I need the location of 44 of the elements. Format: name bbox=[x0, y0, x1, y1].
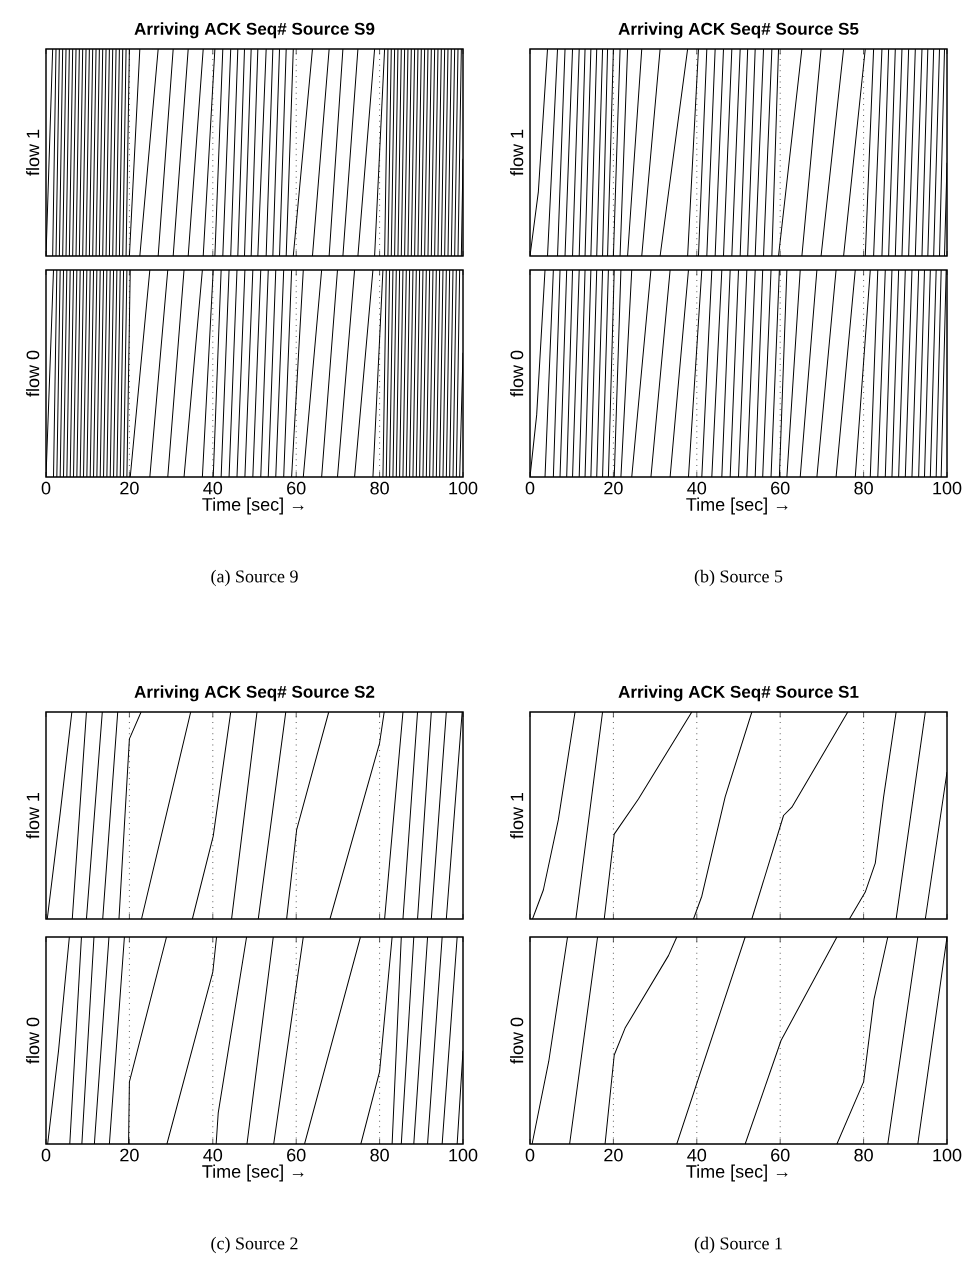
chart-title: Arriving ACK Seq# Source S2 bbox=[134, 685, 375, 702]
x-tick-label: 20 bbox=[120, 481, 139, 495]
x-tick-label: 40 bbox=[203, 1148, 223, 1162]
y-axis-title: flow 1 bbox=[26, 129, 40, 176]
x-tick-label: 80 bbox=[370, 481, 389, 495]
x-tick-label: 0 bbox=[41, 1148, 51, 1162]
chart-title: Arriving ACK Seq# Source S1 bbox=[618, 685, 859, 702]
x-tick-label: 40 bbox=[687, 1148, 707, 1162]
x-axis-title: Time [sec] → bbox=[202, 497, 304, 515]
x-tick-label: 60 bbox=[287, 1148, 306, 1162]
x-tick-label: 60 bbox=[771, 1148, 790, 1162]
x-tick-label: 20 bbox=[604, 481, 623, 495]
x-axis-title: Time [sec] → bbox=[686, 497, 788, 515]
y-axis-title: flow 0 bbox=[26, 350, 40, 397]
x-tick-label: 20 bbox=[120, 1148, 139, 1162]
x-tick-label: 80 bbox=[854, 1148, 873, 1162]
y-axis-title: flow 1 bbox=[26, 792, 40, 839]
y-axis-title: flow 1 bbox=[510, 792, 524, 839]
x-tick-label: 60 bbox=[771, 481, 790, 495]
x-tick-label: 0 bbox=[525, 1148, 535, 1162]
text: (c) Source 2 bbox=[211, 1236, 298, 1254]
x-tick-label: 20 bbox=[604, 1148, 623, 1162]
x-tick-label: 60 bbox=[287, 481, 306, 495]
x-axis-title: Time [sec] → bbox=[202, 1164, 304, 1182]
y-axis-title: flow 0 bbox=[510, 1017, 524, 1064]
y-axis-title: flow 0 bbox=[26, 1017, 40, 1064]
text: (d) Source 1 bbox=[694, 1236, 782, 1254]
x-tick-label: 0 bbox=[525, 481, 535, 495]
x-tick-label: 100 bbox=[933, 1148, 962, 1162]
x-tick-label: 100 bbox=[449, 481, 478, 495]
y-axis-title: flow 1 bbox=[510, 129, 524, 176]
chart-title: Arriving ACK Seq# Source S9 bbox=[134, 22, 375, 39]
x-tick-label: 0 bbox=[41, 481, 51, 495]
x-tick-label: 80 bbox=[854, 481, 873, 495]
y-axis-title: flow 0 bbox=[510, 350, 524, 397]
x-tick-label: 40 bbox=[203, 481, 223, 495]
x-tick-label: 100 bbox=[933, 481, 962, 495]
text: (b) Source 5 bbox=[694, 569, 783, 587]
x-axis-title: Time [sec] → bbox=[686, 1164, 788, 1182]
chart-title: Arriving ACK Seq# Source S5 bbox=[618, 22, 859, 39]
x-tick-label: 80 bbox=[370, 1148, 389, 1162]
x-tick-label: 100 bbox=[449, 1148, 478, 1162]
x-tick-label: 40 bbox=[687, 481, 707, 495]
text: (a) Source 9 bbox=[211, 569, 298, 587]
